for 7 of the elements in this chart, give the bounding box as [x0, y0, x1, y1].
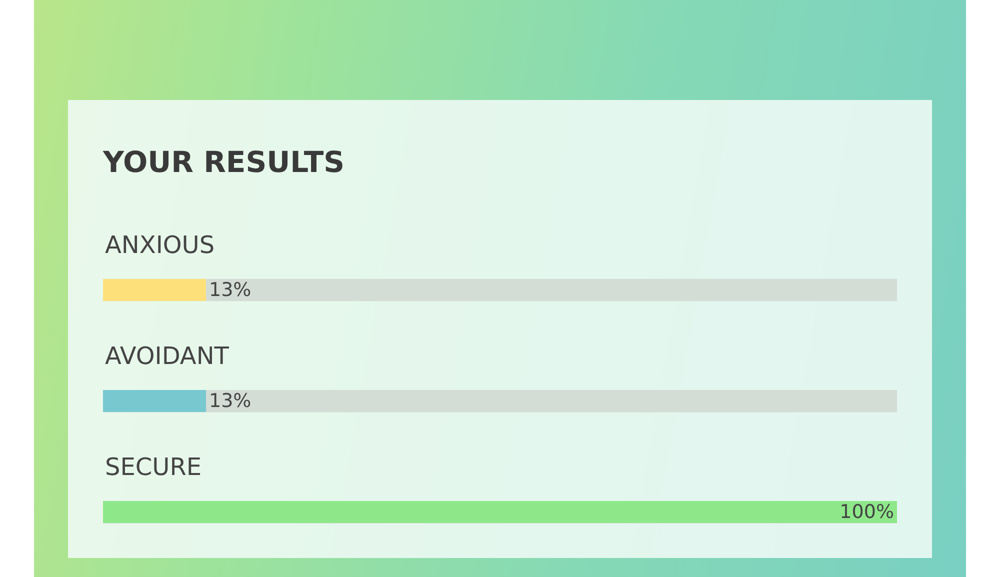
data-label: 13%	[209, 279, 252, 301]
y-tick-label: ANXIOUS	[105, 231, 215, 259]
y-tick-label: AVOIDANT	[105, 342, 230, 370]
chart-title: YOUR RESULTS	[102, 145, 345, 180]
data-label: 100%	[840, 501, 894, 523]
data-label: 13%	[209, 390, 252, 412]
y-tick-label: SECURE	[105, 453, 202, 481]
